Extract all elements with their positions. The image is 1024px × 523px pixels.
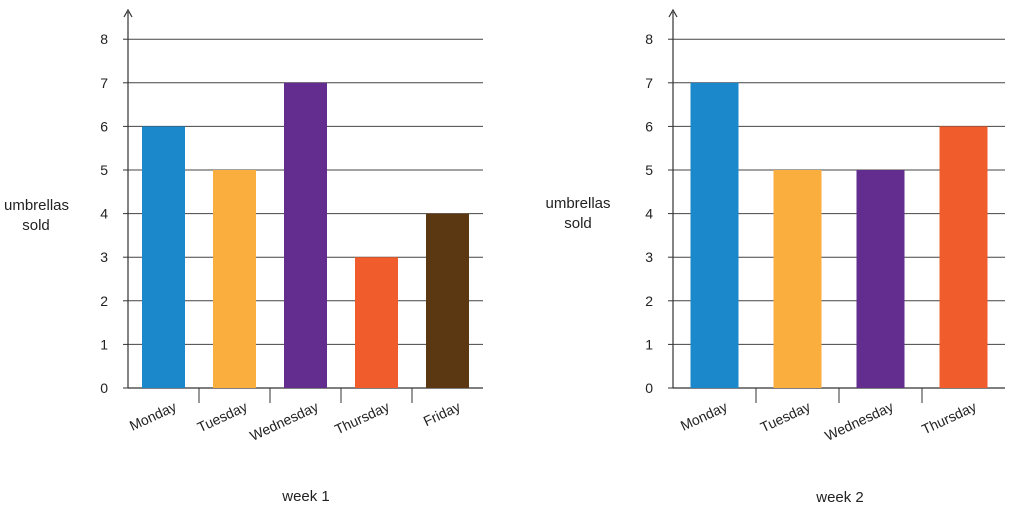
y-tick-label: 6 (645, 118, 653, 134)
x-tick-label: Wednesday (822, 398, 896, 444)
x-axis-label: week 2 (816, 489, 864, 506)
x-tick-label: Monday (127, 398, 179, 434)
y-tick-label: 4 (100, 206, 108, 222)
y-tick-label: 2 (100, 293, 108, 309)
y-axis-arrow (668, 8, 678, 18)
x-tick-label: Tuesday (195, 398, 250, 435)
bar-thursday (939, 126, 988, 389)
y-tick-label: 8 (645, 31, 653, 47)
x-tick-label: Monday (678, 398, 730, 434)
x-axis-label: week 1 (282, 488, 330, 505)
bar-chart-week-1: 0 1 2 3 4 5 6 7 8 Monday Tuesday Wednesday Thursday F… (4, 8, 483, 505)
y-tick-label: 4 (645, 206, 653, 222)
x-tick-label: Wednesday (247, 398, 321, 444)
x-tick-label: Thursday (919, 398, 979, 437)
y-tick-label: 6 (100, 118, 108, 134)
bar-monday (690, 82, 739, 389)
bar-monday (142, 126, 185, 389)
x-tick-label: Thursday (332, 398, 392, 437)
chart-plot-week-2: 0 1 2 3 4 5 6 7 8 Monday Tuesday Wednesday Thursday (645, 8, 1005, 444)
y-axis-label: umbrellas sold (4, 197, 70, 234)
y-tick-label: 2 (645, 293, 653, 309)
y-tick-label: 5 (100, 162, 108, 178)
bar-chart-week-2: 0 1 2 3 4 5 6 7 8 Monday Tuesday Wednesday Thursday … (512, 0, 1024, 523)
y-tick-label: 8 (100, 31, 108, 47)
y-tick-label: 5 (645, 162, 653, 178)
x-tick-label: Friday (421, 398, 463, 429)
y-tick-label: 7 (100, 75, 108, 91)
bar-tuesday (213, 170, 256, 388)
bar-wednesday (856, 170, 905, 388)
y-axis-arrow (123, 8, 133, 18)
bar-thursday (355, 257, 398, 388)
bar-tuesday (773, 170, 822, 388)
y-tick-label: 0 (100, 380, 108, 396)
bar-friday (426, 213, 469, 388)
x-tick-label: Tuesday (758, 398, 813, 435)
y-axis-label: umbrellas sold (545, 195, 611, 232)
bar-wednesday (284, 82, 327, 389)
y-tick-label: 7 (645, 75, 653, 91)
y-tick-label: 3 (100, 249, 108, 265)
y-tick-label: 1 (100, 336, 108, 352)
y-tick-label: 0 (645, 380, 653, 396)
y-tick-label: 3 (645, 249, 653, 265)
y-tick-label: 1 (645, 336, 653, 352)
